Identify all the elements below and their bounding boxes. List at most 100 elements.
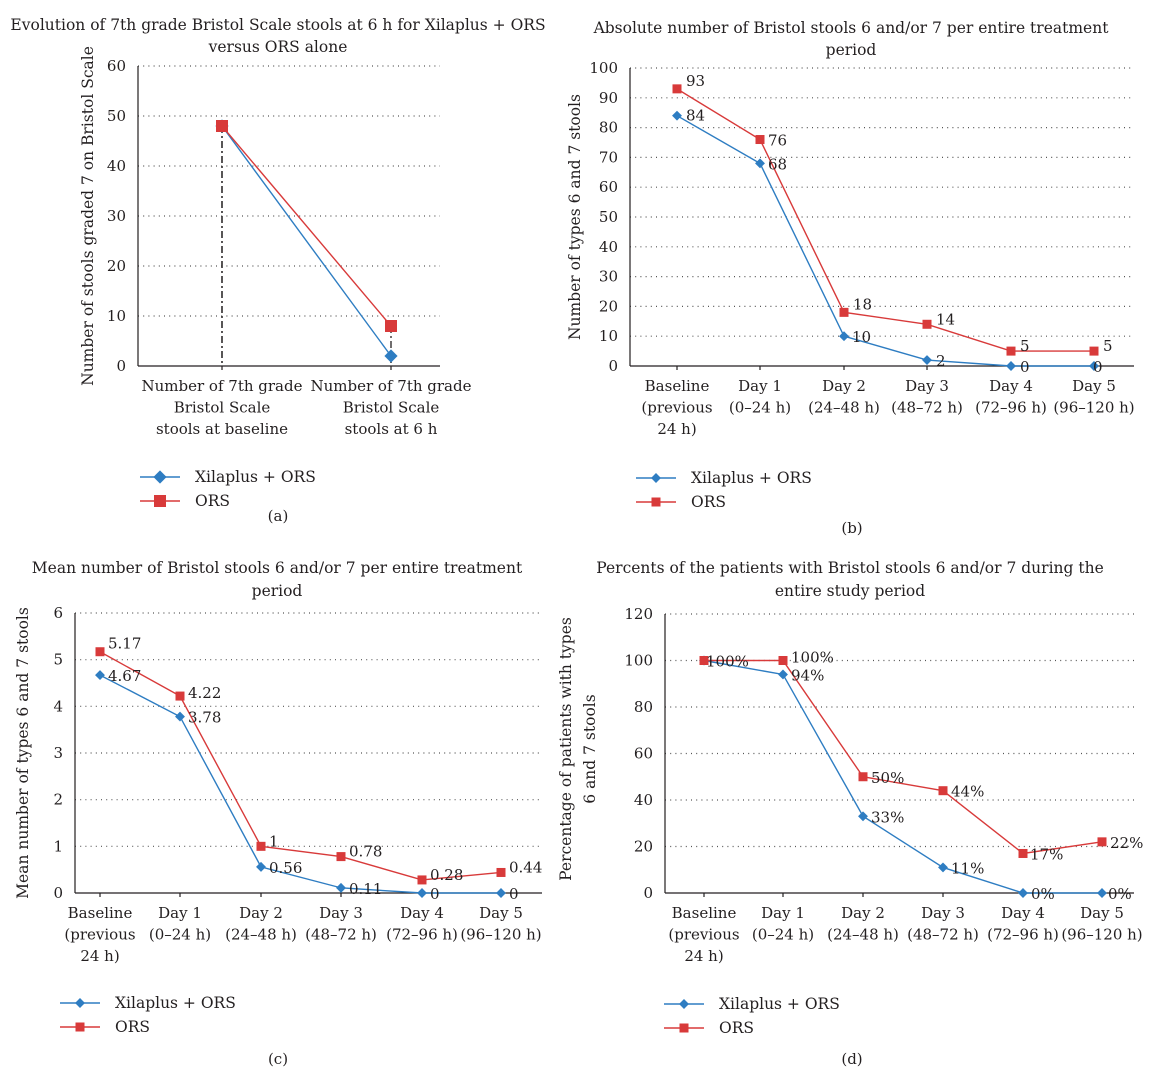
y-tick-label: 0 (116, 357, 126, 375)
data-point-ors (1018, 848, 1028, 858)
data-label: 5 (1103, 337, 1113, 355)
chart-title: Mean number of Bristol stools 6 and/or 7… (32, 559, 523, 577)
x-category-label: Day 3 (921, 904, 965, 922)
data-label: 11% (951, 859, 984, 877)
data-point-xilaplus-ors (1089, 361, 1099, 371)
y-tick-label: 90 (599, 89, 618, 107)
x-category-label: (24–48 h) (225, 926, 297, 944)
data-point-xilaplus-ors (1018, 888, 1028, 898)
data-point-ors (839, 307, 849, 317)
x-category-label: Baseline (645, 377, 710, 395)
y-tick-label: 3 (53, 744, 63, 762)
data-point-ors (385, 320, 397, 332)
data-label: 0 (1020, 358, 1030, 376)
data-point-xilaplus-ors (175, 711, 185, 722)
data-label: 17% (1030, 845, 1063, 863)
data-label: 93 (686, 72, 705, 90)
data-point-xilaplus-ors (496, 888, 506, 898)
data-point-ors (95, 647, 105, 657)
y-tick-label: 20 (599, 297, 618, 315)
x-category-label: Day 4 (989, 377, 1033, 395)
data-label: 84 (686, 107, 705, 125)
y-axis-label: 6 and 7 stools (581, 694, 599, 803)
data-label: 10 (852, 328, 871, 346)
y-tick-label: 70 (599, 148, 618, 166)
series-line-ors (704, 659, 1103, 855)
data-label: 0.11 (349, 880, 382, 898)
data-point-xilaplus-ors (1097, 888, 1107, 898)
y-tick-label: 30 (107, 207, 126, 225)
data-point-xilaplus-ors (938, 862, 948, 873)
legend-marker-ors (154, 495, 166, 507)
x-category-label: (24–48 h) (808, 399, 880, 417)
data-label: 5.17 (108, 635, 141, 653)
y-tick-label: 80 (599, 119, 618, 137)
x-category-label: (72–96 h) (987, 926, 1059, 944)
chart-panel-a: Evolution of 7th grade Bristol Scale sto… (10, 16, 545, 525)
x-category-label: Number of 7th grade (142, 377, 303, 395)
data-point-xilaplus-ors (858, 811, 868, 822)
data-point-ors (216, 120, 228, 132)
data-point-xilaplus-ors (256, 861, 266, 872)
x-category-label: Number of 7th grade (311, 377, 472, 395)
data-label: 0.28 (430, 866, 463, 884)
x-category-label: Baseline (672, 904, 737, 922)
y-tick-label: 40 (107, 157, 126, 175)
data-label: 68 (768, 155, 787, 173)
y-tick-label: 60 (107, 57, 126, 75)
x-category-label: Day 4 (1001, 904, 1045, 922)
x-category-label: Day 4 (400, 904, 444, 922)
data-label: 14 (936, 310, 955, 328)
legend-entry: ORS (195, 492, 230, 510)
data-label: 1 (269, 832, 279, 850)
data-label: 100% (706, 653, 749, 671)
x-category-label: 24 h) (684, 947, 723, 965)
chart-title: Evolution of 7th grade Bristol Scale sto… (10, 16, 545, 34)
x-category-label: Bristol Scale (174, 399, 271, 417)
legend-entry: Xilaplus + ORS (691, 469, 812, 487)
chart-panel-d: Percents of the patients with Bristol st… (557, 559, 1143, 1068)
data-point-ors (496, 867, 506, 877)
x-category-label: Day 5 (1080, 904, 1124, 922)
x-category-label: Day 2 (239, 904, 283, 922)
x-category-label: Day 5 (479, 904, 523, 922)
data-point-ors (1089, 346, 1099, 356)
data-point-xilaplus-ors (778, 669, 788, 680)
series-line-xilaplus-ors (703, 659, 1102, 894)
y-tick-label: 100 (624, 652, 653, 670)
data-point-ors (175, 691, 185, 701)
data-label: 50% (871, 769, 904, 787)
legend-marker-ors (651, 497, 661, 507)
chart-title: entire study period (775, 582, 925, 600)
y-tick-label: 10 (599, 327, 618, 345)
data-point-ors (256, 841, 266, 851)
y-tick-label: 2 (53, 791, 63, 809)
x-category-label: Day 1 (761, 904, 805, 922)
y-tick-label: 1 (53, 837, 63, 855)
legend-entry: ORS (691, 493, 726, 511)
x-category-label: (96–120 h) (460, 926, 541, 944)
data-point-ors (938, 786, 948, 796)
x-category-label: Day 3 (905, 377, 949, 395)
y-tick-label: 20 (107, 257, 126, 275)
x-category-label: (0–24 h) (752, 926, 814, 944)
chart-title: Absolute number of Bristol stools 6 and/… (593, 19, 1110, 37)
y-tick-label: 80 (634, 698, 653, 716)
series-line-ors (676, 88, 1094, 352)
data-label: 0 (1093, 358, 1103, 376)
x-category-label: (48–72 h) (305, 926, 377, 944)
x-category-label: (previous (668, 926, 739, 944)
data-label: 2 (936, 352, 946, 370)
data-point-xilaplus-ors (336, 882, 346, 893)
x-category-label: Day 5 (1072, 377, 1116, 395)
data-point-xilaplus-ors (755, 158, 765, 169)
y-tick-label: 6 (53, 604, 63, 622)
data-label: 44% (951, 783, 984, 801)
y-axis-label: Mean number of types 6 and 7 stools (14, 607, 32, 899)
data-point-xilaplus-ors (417, 888, 427, 898)
data-label: 0% (1031, 885, 1055, 903)
data-point-ors (1006, 346, 1016, 356)
y-tick-label: 20 (634, 838, 653, 856)
legend-marker-ors (75, 1022, 85, 1032)
